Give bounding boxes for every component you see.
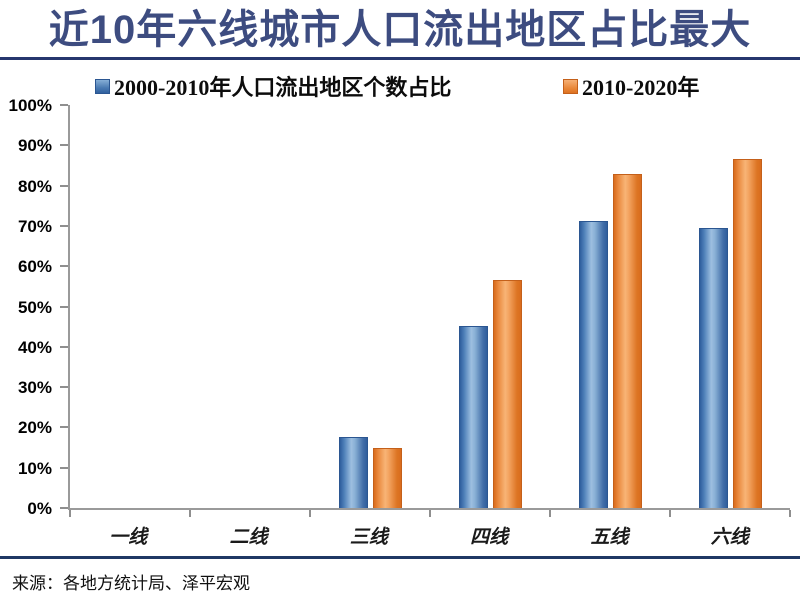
bar-series1-五线	[612, 173, 642, 508]
category-group-二线	[190, 105, 310, 508]
source-note: 来源：各地方统计局、泽平宏观	[12, 574, 250, 593]
y-axis-tick-label: 100%	[8, 96, 52, 115]
category-group-一线	[70, 105, 190, 508]
footer-rule	[0, 556, 800, 559]
y-axis-tick-mark	[60, 104, 68, 106]
x-axis-tick-mark	[308, 510, 311, 517]
bar-series0-四线	[458, 326, 488, 508]
y-axis-tick-label: 70%	[17, 216, 52, 236]
y-axis-tick-label: 10%	[17, 458, 52, 478]
x-axis-labels: 一线 二线 三线 四线 五线 六线	[68, 510, 790, 548]
y-axis-tick-label: 40%	[17, 337, 52, 357]
x-axis-tick-mark	[429, 510, 431, 517]
x-axis-tick-mark	[669, 510, 671, 517]
bars-row	[70, 105, 790, 508]
y-axis-tick-mark	[60, 224, 68, 227]
y-axis-tick-label: 30%	[17, 378, 52, 398]
bar-series1-六线	[732, 159, 762, 508]
y-axis-tick-label: 0%	[27, 499, 52, 518]
legend-label-2000-2010: 2000-2010年人口流出地区个数占比	[114, 75, 452, 100]
y-axis-tick-mark	[60, 386, 68, 389]
y-axis-tick-mark	[60, 305, 68, 308]
x-axis-tick-mark	[188, 510, 191, 517]
y-axis-tick-mark	[60, 466, 68, 469]
plot-area: 100% 90% 80% 70% 60% 50% 40% 30% 20% 10% 0%	[9, 96, 791, 518]
legend: 2000-2010年人口流出地区个数占比 2010-2020年	[0, 70, 800, 100]
legend-label-2010-2020: 2010-2020年	[582, 75, 700, 100]
chart-title: 近10年六线城市人口流出地区占比最大	[48, 8, 752, 52]
bar-series1-三线	[372, 448, 402, 508]
y-axis-tick-mark	[60, 345, 68, 348]
y-axis-tick-label: 50%	[17, 297, 52, 317]
legend-swatch-blue-icon	[95, 78, 110, 94]
y-axis-tick-label: 20%	[17, 418, 52, 438]
bar-series1-四线	[492, 279, 522, 508]
legend-item-2010-2020: 2010-2020年	[563, 70, 699, 102]
y-axis-tick-mark	[60, 426, 68, 429]
y-axis-tick-mark	[60, 265, 68, 268]
x-axis-label-六线: 六线	[710, 527, 749, 548]
y-axis-tick-label: 80%	[17, 176, 52, 196]
bar-series0-六线	[698, 227, 728, 508]
x-axis-label-五线: 五线	[590, 527, 629, 548]
x-axis-tick-mark	[789, 510, 791, 517]
x-axis-label-二线: 二线	[229, 527, 268, 548]
category-group-五线	[550, 105, 670, 508]
x-axis-tick-mark	[69, 510, 71, 517]
category-group-四线	[430, 105, 550, 508]
y-axis-tick-mark	[60, 184, 68, 187]
title-underline	[0, 57, 800, 60]
x-axis-label-一线: 一线	[109, 527, 148, 548]
x-axis-tick-mark	[548, 510, 551, 517]
y-axis-tick-label: 60%	[17, 257, 52, 277]
x-axis-label-三线: 三线	[349, 527, 388, 548]
category-group-三线	[310, 105, 430, 508]
y-axis-tick-label: 90%	[17, 136, 52, 156]
category-group-六线	[670, 105, 790, 508]
y-axis-tick-mark	[60, 144, 68, 147]
legend-item-2000-2010: 2000-2010年人口流出地区个数占比	[95, 70, 451, 102]
y-axis-tick-mark	[60, 507, 68, 509]
x-axis-label-四线: 四线	[470, 527, 509, 548]
legend-swatch-orange-icon	[563, 78, 578, 94]
bar-series0-五线	[578, 220, 608, 508]
bar-series0-三线	[338, 437, 368, 508]
